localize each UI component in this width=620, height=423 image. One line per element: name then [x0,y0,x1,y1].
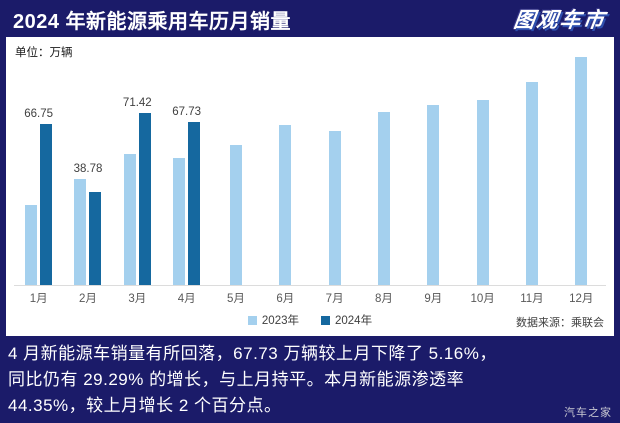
month-group-4月: 67.73 [162,37,211,285]
bar-pair-8月 [359,112,408,285]
legend-item-2023年: 2023年 [247,312,299,328]
bar-2024年-3月 [138,113,151,285]
legend-item-2024年: 2024年 [321,312,372,328]
page-title: 2024 年新能源乘用车历月销量 [13,10,292,33]
bar-2023年-12月 [575,57,588,285]
month-tick-10月: 10月 [470,293,495,305]
watermark: 汽车之家 [564,407,612,419]
month-tick-7月: 7月 [325,293,344,305]
month-axis: 1月 2月 3月 4月 5月 6月 7月 8月 9月 10月 11月 12月 [14,290,606,305]
month-group-7月 [310,37,359,285]
month-group-9月 [409,37,458,285]
data-label-1月: 66.75 [24,108,54,120]
month-tick-4月: 4月 [177,293,196,305]
bar-2023年-2月 [74,179,87,285]
month-group-10月 [458,37,507,285]
header-bar: 2024 年新能源乘用车历月销量 图观车市 [0,0,620,38]
month-tick-1月: 1月 [29,293,48,305]
month-tick-2月: 2月 [79,293,97,305]
data-label-2月: 38.78 [73,163,103,175]
month-group-3月: 71.42 [113,37,162,285]
month-group-11月 [507,37,556,285]
bar-pair-4月 [162,122,211,285]
bar-2023年-1月 [25,205,38,285]
month-group-1月: 66.75 [14,37,63,285]
bar-2024年-2月 [89,192,102,285]
bar-2023年-10月 [476,100,489,285]
bar-2023年-7月 [328,131,341,285]
data-label-4月: 67.73 [172,106,202,118]
month-tick-5月: 5月 [227,293,245,305]
bar-2023年-6月 [279,125,292,285]
month-tick-6月: 6月 [276,293,295,305]
summary-line-3: 44.35%，较上月增长 2 个百分点。 [8,396,282,415]
bar-pair-9月 [409,105,458,285]
legend-swatch-2024年 [321,315,330,325]
bar-pair-3月 [113,113,162,285]
bar-2024年-1月 [40,124,53,285]
bar-2023年-9月 [427,105,440,285]
month-group-6月 [261,37,310,285]
legend-label-2023年: 2023年 [261,315,299,327]
month-group-12月 [557,37,606,285]
unit-label: 单位：万辆 [15,47,73,59]
bar-2023年-5月 [229,145,242,285]
plot-area: 66.75 38.78 71.42 67.73 [14,37,606,286]
legend-swatch-2023年 [247,315,257,325]
bar-pair-6月 [261,125,310,285]
bar-pair-12月 [557,57,606,285]
bar-2023年-11月 [525,82,538,285]
bar-2023年-3月 [123,154,136,285]
bar-pair-11月 [507,82,556,285]
month-tick-12月: 12月 [569,293,594,305]
bar-2024年-4月 [188,122,201,285]
month-tick-11月: 11月 [520,293,544,305]
summary-footer: 4 月新能源车销量有所回落，67.73 万辆较上月下降了 5.16%， 同比仍有… [0,336,620,423]
bar-pair-10月 [458,100,507,285]
legend-label-2024年: 2024年 [335,315,373,327]
month-group-5月 [211,37,260,285]
bar-pair-1月 [14,124,63,285]
bar-pair-7月 [310,131,359,285]
bar-2023年-4月 [173,158,186,285]
bar-pair-2月 [63,179,112,285]
bar-2023年-8月 [377,112,390,285]
brand-logo: 图观车市 [512,9,608,32]
month-tick-3月: 3月 [128,293,147,305]
summary-line-2: 同比仍有 29.29% 的增长，与上月持平。本月新能源渗透率 [8,370,465,389]
chart-panel: 单位：万辆 66.75 38.78 71.42 67.73 1月 2月 3月 4月 5月 6月 7… [6,37,614,336]
summary-line-1: 4 月新能源车销量有所回落，67.73 万辆较上月下降了 5.16%， [8,344,497,363]
month-group-2月: 38.78 [63,37,112,285]
month-tick-8月: 8月 [375,293,393,305]
legend: 2023年 2024年 [6,312,614,328]
data-label-3月: 71.42 [122,97,152,109]
month-tick-9月: 9月 [424,293,443,305]
data-source-label: 数据来源：乘联会 [516,317,604,329]
bar-pair-5月 [211,145,260,285]
month-group-8月 [359,37,408,285]
